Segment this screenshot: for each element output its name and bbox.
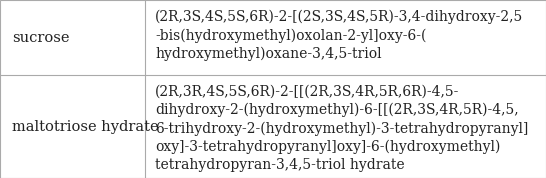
Text: (2R,3R,4S,5S,6R)-2-[[(2R,3S,4R,5R,6R)-4,5-
dihydroxy-2-(hydroxymethyl)-6-[[(2R,3: (2R,3R,4S,5S,6R)-2-[[(2R,3S,4R,5R,6R)-4,…: [155, 85, 529, 172]
Text: (2R,3S,4S,5S,6R)-2-[(2S,3S,4S,5R)-3,4-dihydroxy-2,5
-bis(hydroxymethyl)oxolan-2-: (2R,3S,4S,5S,6R)-2-[(2S,3S,4S,5R)-3,4-di…: [155, 10, 523, 61]
Text: sucrose: sucrose: [12, 30, 69, 44]
Text: maltotriose hydrate: maltotriose hydrate: [12, 119, 159, 134]
